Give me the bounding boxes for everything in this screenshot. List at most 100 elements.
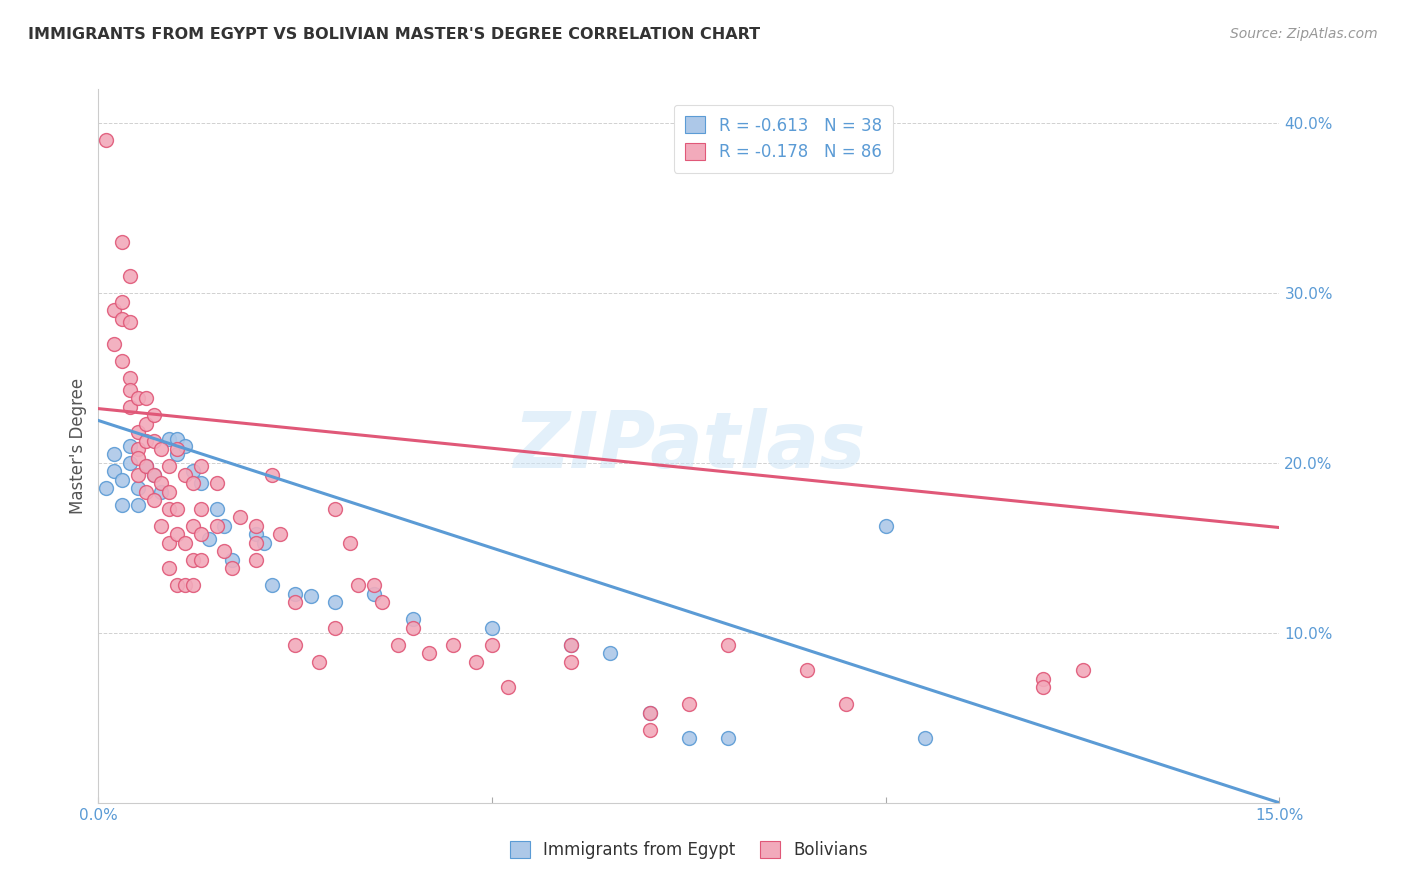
Point [284, 638, 307, 652]
Point [481, 638, 503, 652]
Point [157, 501, 180, 516]
Point [166, 448, 188, 462]
Point [190, 501, 212, 516]
Point [142, 409, 165, 423]
Point [323, 501, 346, 516]
Point [166, 578, 188, 592]
Point [441, 638, 464, 652]
Point [363, 587, 385, 601]
Point [135, 417, 157, 431]
Point [111, 354, 134, 368]
Point [181, 578, 204, 592]
Point [166, 527, 188, 541]
Point [118, 439, 141, 453]
Point [157, 432, 180, 446]
Point [229, 510, 252, 524]
Point [190, 553, 212, 567]
Point [245, 553, 267, 567]
Point [118, 456, 141, 470]
Point [245, 536, 267, 550]
Point [796, 663, 818, 677]
Point [245, 527, 267, 541]
Point [678, 698, 700, 712]
Point [111, 294, 134, 309]
Point [111, 499, 134, 513]
Point [157, 459, 180, 474]
Point [284, 587, 307, 601]
Point [1032, 680, 1054, 694]
Point [142, 493, 165, 508]
Point [560, 638, 582, 652]
Point [166, 442, 188, 457]
Point [402, 621, 425, 635]
Point [127, 482, 149, 496]
Point [103, 448, 125, 462]
Point [418, 646, 440, 660]
Point [260, 467, 283, 482]
Point [127, 425, 149, 440]
Point [299, 589, 322, 603]
Point [118, 383, 141, 397]
Point [127, 392, 149, 406]
Point [96, 133, 118, 147]
Y-axis label: Master's Degree: Master's Degree [69, 378, 87, 514]
Point [638, 706, 661, 720]
Point [181, 476, 204, 491]
Point [560, 638, 582, 652]
Point [190, 459, 212, 474]
Point [269, 527, 291, 541]
Point [638, 706, 661, 720]
Point [157, 536, 180, 550]
Point [221, 561, 243, 575]
Point [284, 595, 307, 609]
Point [638, 723, 661, 737]
Point [1071, 663, 1094, 677]
Point [157, 484, 180, 499]
Point [181, 519, 204, 533]
Point [127, 499, 149, 513]
Point [496, 680, 519, 694]
Point [205, 501, 228, 516]
Point [214, 519, 236, 533]
Point [142, 467, 165, 482]
Point [142, 467, 165, 482]
Point [402, 612, 425, 626]
Point [371, 595, 394, 609]
Text: IMMIGRANTS FROM EGYPT VS BOLIVIAN MASTER'S DEGREE CORRELATION CHART: IMMIGRANTS FROM EGYPT VS BOLIVIAN MASTER… [28, 27, 761, 42]
Point [103, 303, 125, 318]
Point [135, 392, 157, 406]
Point [197, 533, 219, 547]
Point [599, 646, 621, 660]
Point [118, 269, 141, 284]
Point [363, 578, 385, 592]
Point [174, 536, 197, 550]
Point [339, 536, 361, 550]
Point [1032, 672, 1054, 686]
Point [96, 482, 118, 496]
Point [118, 400, 141, 414]
Point [166, 501, 188, 516]
Point [150, 442, 173, 457]
Point [135, 434, 157, 448]
Point [103, 337, 125, 351]
Point [181, 553, 204, 567]
Point [103, 465, 125, 479]
Point [717, 731, 740, 746]
Point [127, 467, 149, 482]
Legend: R = -0.613   N = 38, R = -0.178   N = 86: R = -0.613 N = 38, R = -0.178 N = 86 [673, 104, 893, 173]
Point [323, 595, 346, 609]
Point [347, 578, 370, 592]
Point [481, 621, 503, 635]
Point [150, 519, 173, 533]
Point [560, 655, 582, 669]
Point [214, 544, 236, 558]
Point [111, 473, 134, 487]
Point [914, 731, 936, 746]
Point [190, 476, 212, 491]
Point [205, 519, 228, 533]
Point [135, 459, 157, 474]
Point [157, 561, 180, 575]
Point [678, 731, 700, 746]
Point [142, 434, 165, 448]
Text: Source: ZipAtlas.com: Source: ZipAtlas.com [1230, 27, 1378, 41]
